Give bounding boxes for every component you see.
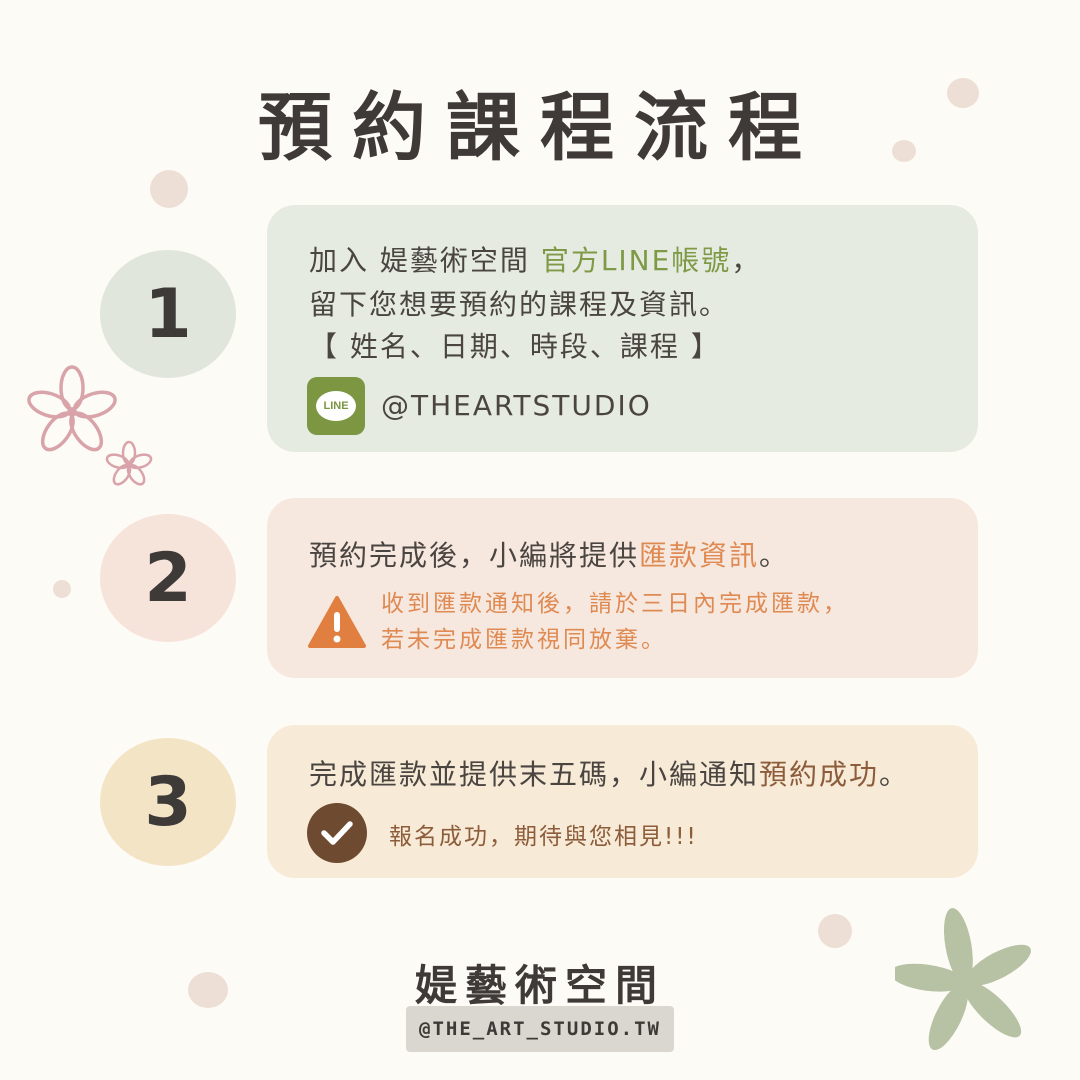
decor-dot xyxy=(53,580,71,598)
line-bubble: LINE xyxy=(316,391,356,421)
social-handle-banner: @THE_ART_STUDIO.TW xyxy=(406,1006,674,1052)
step-card-2: 預約完成後，小編將提供匯款資訊。 收到匯款通知後，請於三日內完成匯款， 若未完成… xyxy=(267,498,978,678)
line-app-icon[interactable]: LINE xyxy=(307,377,365,435)
line-account-handle[interactable]: @THEARTSTUDIO xyxy=(381,389,652,422)
success-note: 報名成功，期待與您相見!!! xyxy=(389,824,698,850)
step-card-1: 加入 媞藝術空間 官方LINE帳號， 留下您想要預約的課程及資訊。 【 姓名、日… xyxy=(267,205,978,452)
decor-dot xyxy=(818,914,852,948)
payment-info-highlight: 匯款資訊 xyxy=(639,539,760,572)
step-card-3: 完成匯款並提供末五碼，小編通知預約成功。 報名成功，期待與您相見!!! xyxy=(267,725,978,878)
step2-line1: 預約完成後，小編將提供匯款資訊。 xyxy=(309,539,790,572)
checkmark-icon xyxy=(307,803,367,863)
step3-line1: 完成匯款並提供末五碼，小編通知預約成功。 xyxy=(309,758,910,791)
warning-notice-line1: 收到匯款通知後，請於三日內完成匯款， xyxy=(381,591,849,617)
step-number-3: 3 xyxy=(100,738,236,866)
social-handle[interactable]: @THE_ART_STUDIO.TW xyxy=(419,1018,661,1040)
decor-dot xyxy=(892,140,916,162)
decor-dot xyxy=(947,78,979,108)
flower-icon xyxy=(27,365,117,452)
brand-name: 媞藝術空間 xyxy=(414,961,665,1010)
step1-line2: 留下您想要預約的課程及資訊。 xyxy=(309,288,730,321)
decor-dot xyxy=(150,170,188,208)
line-account-highlight: 官方LINE帳號 xyxy=(540,244,732,277)
flower-icon xyxy=(105,440,153,486)
flower-icon xyxy=(895,908,1031,1051)
decor-dot xyxy=(188,972,228,1008)
page-title: 預約課程流程 xyxy=(258,85,822,171)
step-number-2: 2 xyxy=(100,514,236,642)
warning-icon xyxy=(308,596,366,648)
step1-line1: 加入 媞藝術空間 官方LINE帳號， xyxy=(309,244,762,277)
step-number-1: 1 xyxy=(100,250,236,378)
step1-line3: 【 姓名、日期、時段、課程 】 xyxy=(309,330,721,363)
warning-notice-line2: 若未完成匯款視同放棄。 xyxy=(381,627,667,653)
success-highlight: 預約成功 xyxy=(759,758,880,791)
